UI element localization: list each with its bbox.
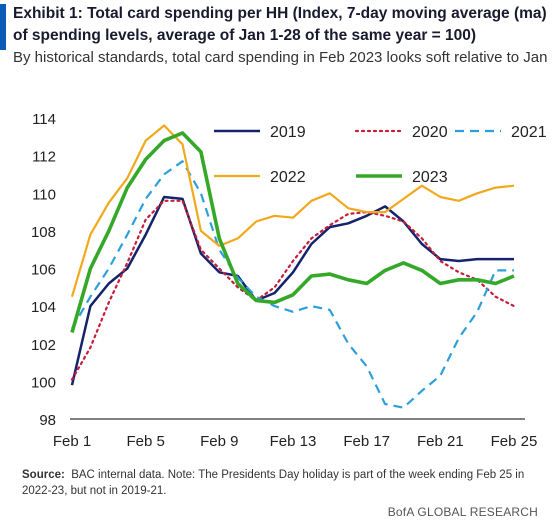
y-tick-label: 110 <box>32 186 56 203</box>
x-tick-label: Feb 5 <box>126 433 164 450</box>
x-axis-tick-labels: Feb 1 Feb 5 Feb 9 Feb 13 Feb 17 Feb 21 Feb 25 <box>53 433 538 450</box>
chart-subtitle: By historical standards, total card spen… <box>13 49 548 66</box>
y-tick-label: 108 <box>31 224 56 241</box>
legend-label-2020: 2020 <box>412 124 448 141</box>
source-note: Source: BAC internal data. Note: The Pre… <box>22 467 547 499</box>
legend-label-2019: 2019 <box>270 124 306 141</box>
x-tick-label: Feb 25 <box>491 433 538 450</box>
y-tick-label: 106 <box>31 262 56 279</box>
series-line-2023 <box>70 131 515 333</box>
footer-brand: BofA GLOBAL RESEARCH <box>387 505 538 519</box>
source-text: BAC internal data. Note: The Presidents … <box>22 469 525 497</box>
title-accent-bar <box>0 4 6 50</box>
x-tick-label: Feb 1 <box>53 433 91 450</box>
series-line-2021 <box>71 160 514 409</box>
legend-label-2021: 2021 <box>511 124 547 141</box>
series-line-2020 <box>70 199 516 381</box>
legend-label-2023: 2023 <box>412 169 448 186</box>
chart-legend: 2019 2020 2021 2022 2023 <box>214 124 547 186</box>
legend-label-2022: 2022 <box>270 169 306 186</box>
x-tick-label: Feb 13 <box>270 433 317 450</box>
chart-title: Exhibit 1: Total card spending per HH (I… <box>13 5 547 44</box>
y-tick-label: 98 <box>39 412 56 429</box>
y-tick-label: 102 <box>31 337 56 354</box>
y-axis-tick-labels: 98 100 102 104 106 108 110 112 114 <box>31 111 56 429</box>
series-lines <box>70 124 516 409</box>
y-tick-label: 104 <box>31 299 56 316</box>
x-tick-label: Feb 9 <box>200 433 238 450</box>
y-tick-label: 100 <box>31 374 56 391</box>
x-tick-label: Feb 21 <box>417 433 464 450</box>
series-line-2022 <box>70 124 515 298</box>
x-tick-label: Feb 17 <box>343 433 390 450</box>
y-tick-label: 112 <box>32 149 56 166</box>
y-tick-label: 114 <box>32 111 56 128</box>
source-label: Source: <box>22 469 65 481</box>
series-line-2019 <box>70 195 514 386</box>
